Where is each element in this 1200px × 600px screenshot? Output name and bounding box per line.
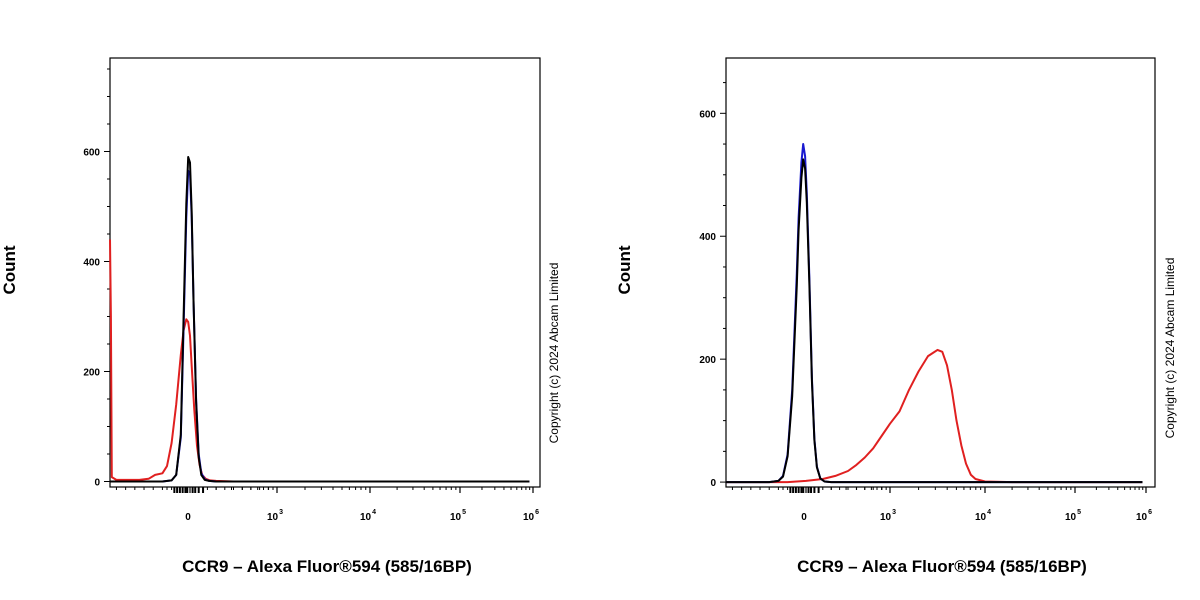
x-tick-label: 0 [801,512,807,523]
y-tick-label: 600 [699,109,716,120]
x-tick-label: 105 [1065,509,1081,523]
x-tick-label: 104 [360,509,376,523]
y-tick-label: 600 [83,148,100,159]
y-tick-label: 200 [83,368,100,379]
x-tick-label: 103 [880,509,896,523]
y-tick-label: 200 [699,355,716,366]
copyright-notice: Copyright (c) 2024 Abcam Limited [1163,258,1177,439]
x-tick-label: 106 [523,509,539,523]
y-tick-label: 400 [83,258,100,269]
x-tick-label: 105 [450,509,466,523]
series-line-black [726,158,1143,484]
y-tick-label: 0 [710,478,716,489]
x-tick-label: 104 [975,509,991,523]
histogram-panel-left: 0 200 400 600 0 103 104 105 106 Count CCR9 – Alexa… [0,57,561,576]
series-line-blue [726,143,1143,484]
x-tick-label: 103 [267,509,283,523]
x-axis-label: CCR9 – Alexa Fluor®594 (585/16BP) [797,557,1087,576]
y-tick-label: 400 [699,232,716,243]
copyright-notice: Copyright (c) 2024 Abcam Limited [547,263,561,444]
series-line-red [109,239,530,483]
histogram-panel-right: 0 200 400 600 0 103 104 105 106 Count CCR9 – Alexa… [615,57,1177,576]
series-line-red [726,348,1143,484]
x-tick-label: 0 [185,512,191,523]
y-axis-label: Count [615,245,634,294]
x-axis-label: CCR9 – Alexa Fluor®594 (585/16BP) [182,557,472,576]
y-axis-label: Count [0,245,19,294]
y-tick-label: 0 [94,478,100,489]
plot-frame [725,57,1156,488]
series-line-black [110,156,530,483]
x-tick-label: 106 [1136,509,1152,523]
